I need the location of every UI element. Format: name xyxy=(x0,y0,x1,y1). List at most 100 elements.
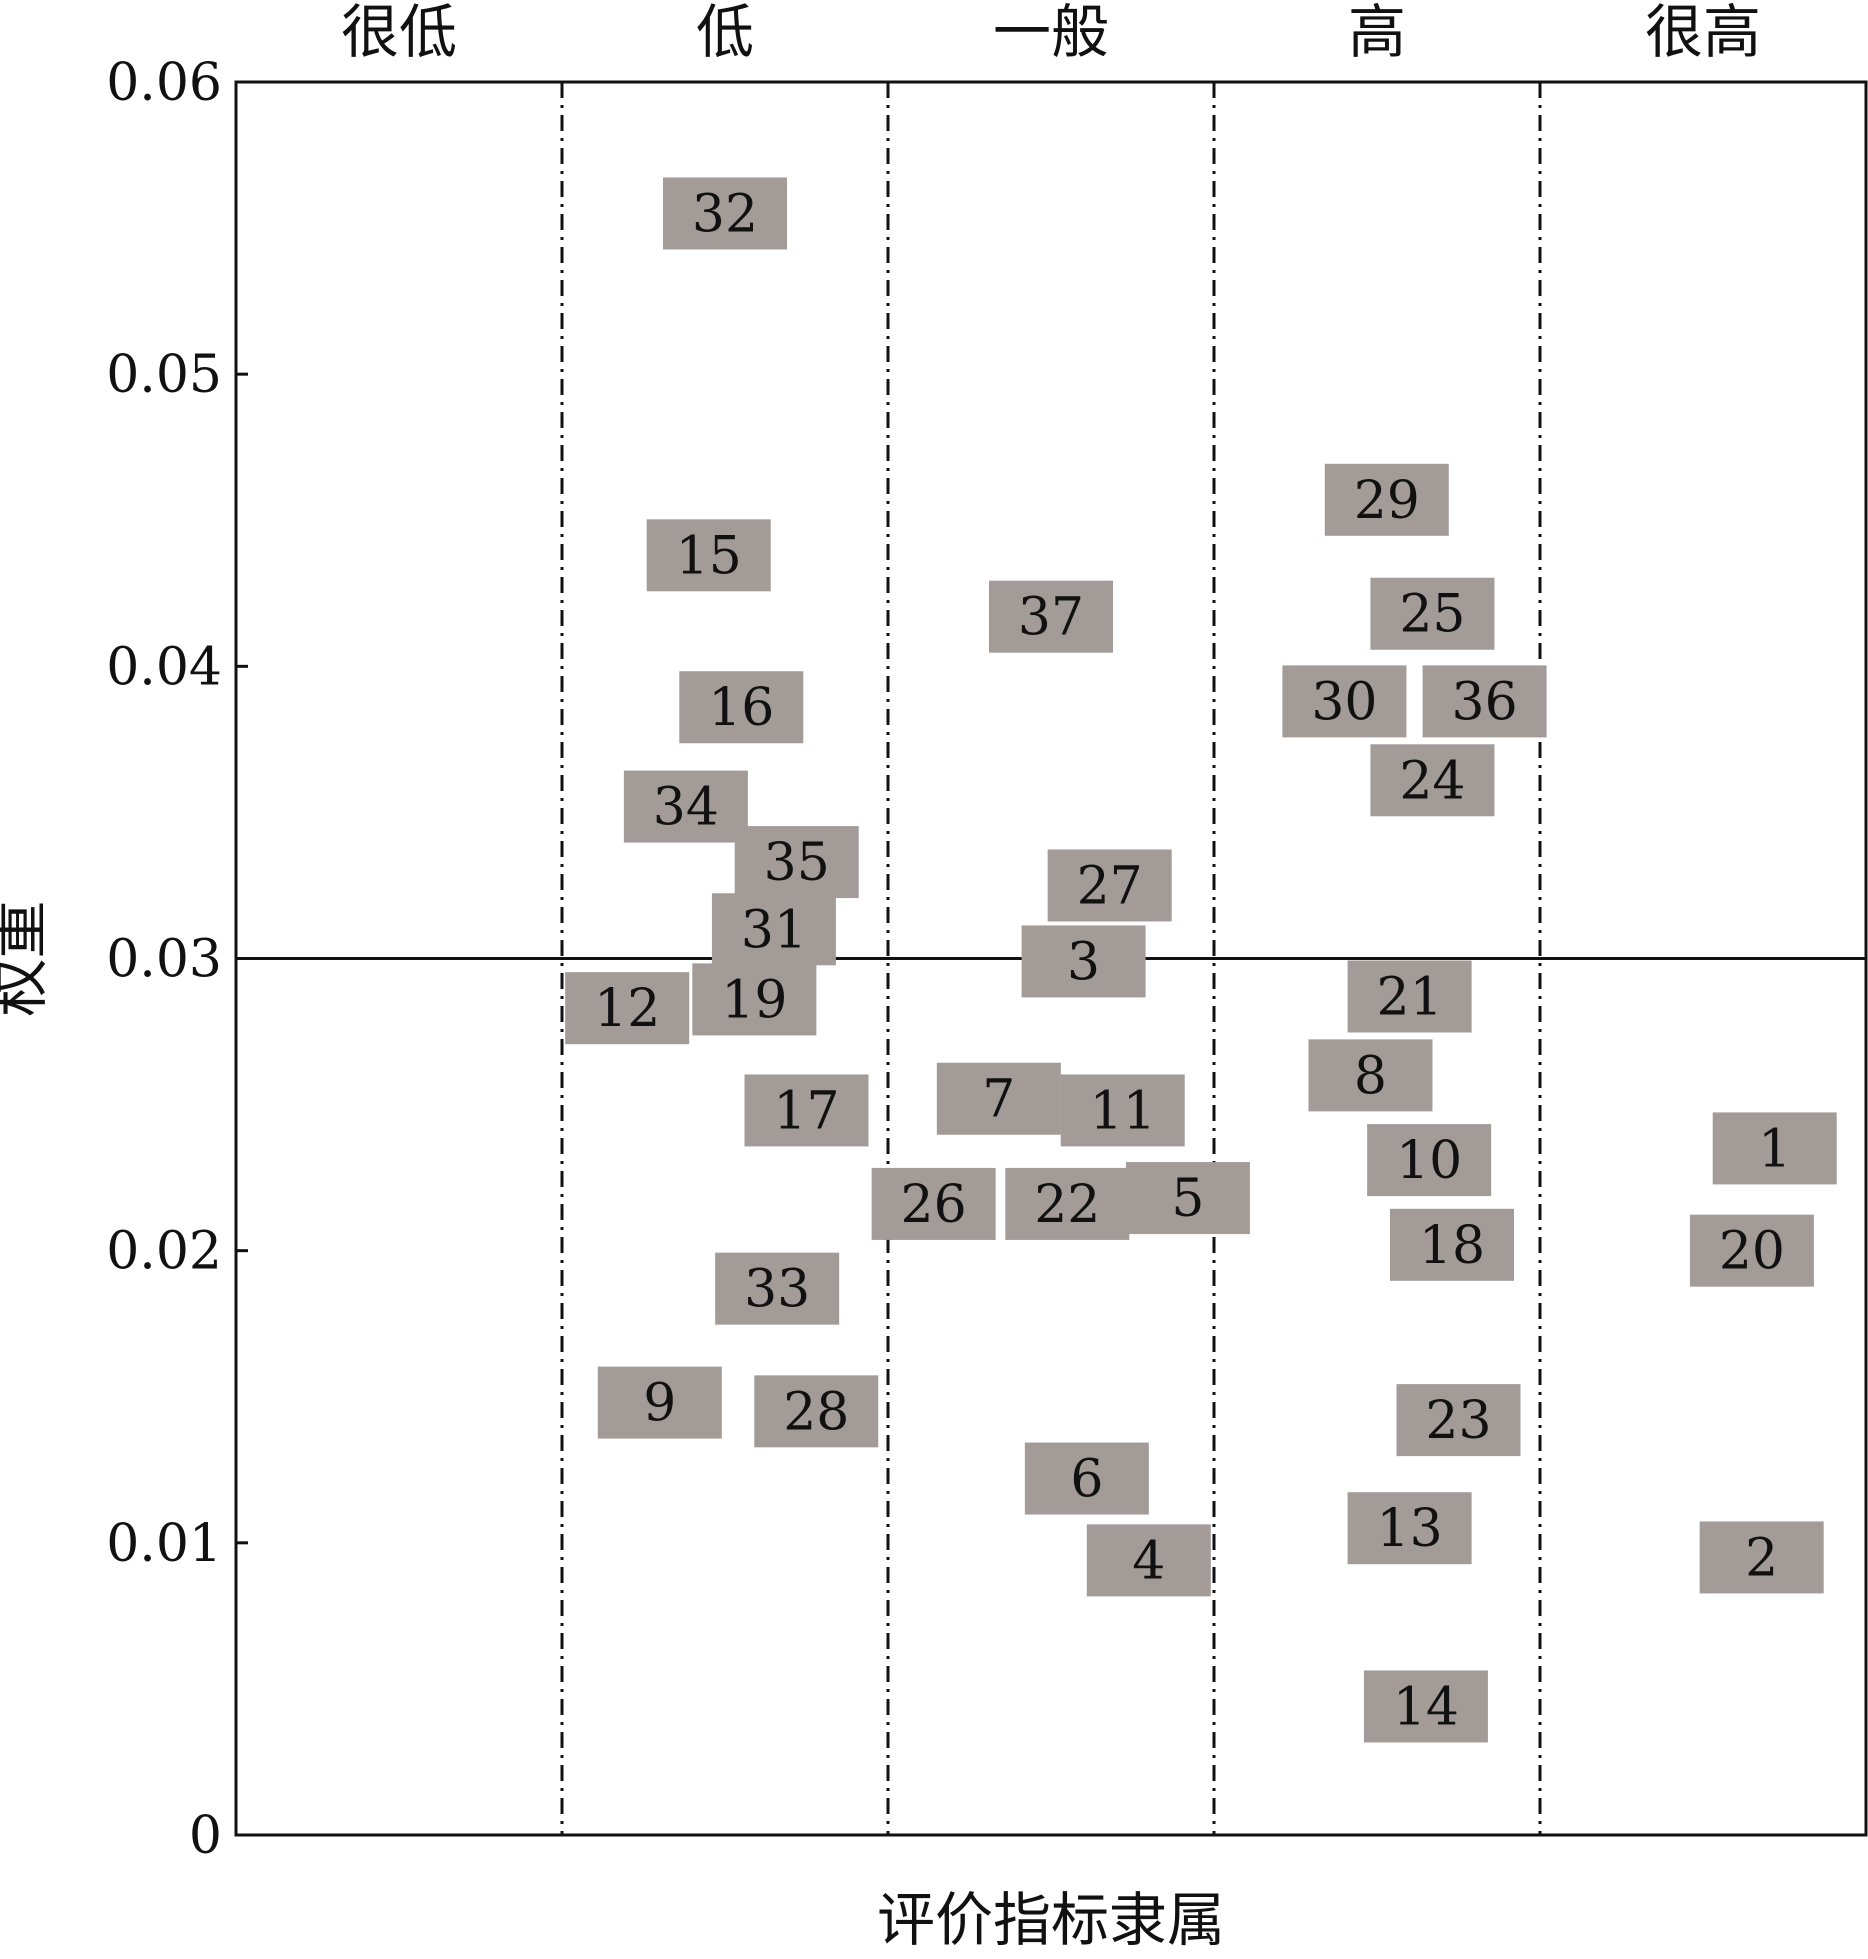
point-label: 17 xyxy=(773,1081,839,1141)
category-dividers xyxy=(560,82,1542,1835)
data-point: 23 xyxy=(1396,1384,1521,1457)
point-marker xyxy=(754,1375,879,1448)
point-marker xyxy=(871,1167,996,1240)
point-label: 27 xyxy=(1077,856,1143,916)
x-category-labels: 很低 低 一般 高 很高 xyxy=(341,0,1761,66)
data-point: 11 xyxy=(1060,1074,1185,1147)
data-point: 33 xyxy=(715,1252,840,1325)
data-point: 21 xyxy=(1347,960,1472,1033)
point-marker xyxy=(1396,1384,1521,1457)
data-point: 10 xyxy=(1367,1124,1492,1197)
point-label: 18 xyxy=(1419,1216,1485,1276)
point-marker xyxy=(663,177,787,250)
point-label: 13 xyxy=(1377,1499,1443,1559)
point-marker xyxy=(1422,665,1547,738)
y-tick-label: 0.04 xyxy=(106,637,222,697)
data-point: 9 xyxy=(597,1366,722,1439)
data-point: 20 xyxy=(1689,1214,1814,1287)
point-label: 8 xyxy=(1354,1046,1387,1106)
data-point: 25 xyxy=(1370,577,1495,650)
y-tick-label: 0.01 xyxy=(106,1514,222,1574)
point-marker xyxy=(1699,1521,1824,1594)
point-label: 36 xyxy=(1451,672,1517,732)
point-label: 26 xyxy=(901,1175,967,1235)
point-marker xyxy=(1060,1074,1185,1147)
point-marker xyxy=(565,972,690,1045)
data-point: 14 xyxy=(1363,1670,1488,1743)
data-point: 31 xyxy=(711,893,836,966)
point-label: 31 xyxy=(741,900,807,960)
point-marker xyxy=(679,671,804,744)
point-label: 15 xyxy=(676,526,742,586)
point-marker xyxy=(1347,960,1472,1033)
point-marker xyxy=(1005,1167,1130,1240)
data-point: 19 xyxy=(692,963,817,1036)
category-label: 一般 xyxy=(993,0,1109,66)
y-tick-label: 0 xyxy=(189,1806,222,1866)
point-label: 21 xyxy=(1377,967,1443,1027)
data-point: 28 xyxy=(754,1375,879,1448)
point-marker xyxy=(711,893,836,966)
point-label: 20 xyxy=(1719,1222,1785,1282)
data-point: 24 xyxy=(1370,744,1495,817)
point-marker xyxy=(1125,1162,1250,1235)
y-tick-label: 0.03 xyxy=(106,930,222,990)
point-label: 5 xyxy=(1171,1169,1204,1229)
point-label: 25 xyxy=(1399,585,1465,645)
point-marker xyxy=(1021,925,1146,998)
data-point: 3 xyxy=(1021,925,1146,998)
point-label: 33 xyxy=(744,1260,810,1320)
point-marker xyxy=(734,826,859,899)
point-label: 22 xyxy=(1034,1175,1100,1235)
point-marker xyxy=(715,1252,840,1325)
point-label: 35 xyxy=(764,833,830,893)
point-marker xyxy=(744,1074,869,1147)
data-point: 4 xyxy=(1086,1524,1211,1597)
point-label: 7 xyxy=(982,1070,1015,1130)
point-marker xyxy=(1370,577,1495,650)
point-marker xyxy=(1689,1214,1814,1287)
data-point: 5 xyxy=(1125,1162,1250,1235)
data-point: 1 xyxy=(1712,1112,1837,1185)
data-point: 22 xyxy=(1005,1167,1130,1240)
point-label: 34 xyxy=(653,778,719,838)
category-label: 很低 xyxy=(341,0,457,66)
point-marker xyxy=(1389,1208,1514,1281)
point-marker xyxy=(1047,849,1172,922)
point-marker xyxy=(1347,1492,1472,1565)
point-label: 29 xyxy=(1354,471,1420,531)
data-point: 16 xyxy=(679,671,804,744)
data-point: 17 xyxy=(744,1074,869,1147)
point-marker xyxy=(1712,1112,1837,1185)
point-label: 11 xyxy=(1090,1081,1156,1141)
y-tick-label: 0.06 xyxy=(106,53,222,113)
x-axis-title: 评价指标隶属 xyxy=(877,1886,1225,1954)
point-marker xyxy=(989,580,1113,653)
y-tick-label: 0.02 xyxy=(106,1222,222,1282)
point-label: 32 xyxy=(692,184,758,244)
data-point: 29 xyxy=(1324,463,1449,536)
data-point: 6 xyxy=(1024,1442,1149,1515)
point-marker xyxy=(646,519,771,592)
data-point: 30 xyxy=(1282,665,1407,738)
data-point: 13 xyxy=(1347,1492,1472,1565)
point-label: 28 xyxy=(783,1382,849,1442)
point-marker xyxy=(623,770,748,843)
category-label: 很高 xyxy=(1645,0,1761,66)
point-marker xyxy=(1367,1124,1492,1197)
point-marker xyxy=(936,1062,1061,1135)
point-marker xyxy=(1363,1670,1488,1743)
point-marker xyxy=(692,963,817,1036)
y-axis-title: 权重 xyxy=(0,900,54,1016)
point-marker xyxy=(597,1366,722,1439)
data-point: 7 xyxy=(936,1062,1061,1135)
point-label: 12 xyxy=(594,979,660,1039)
data-point: 27 xyxy=(1047,849,1172,922)
data-point: 35 xyxy=(734,826,859,899)
point-marker xyxy=(1086,1524,1211,1597)
point-label: 4 xyxy=(1132,1531,1165,1591)
point-label: 30 xyxy=(1311,672,1377,732)
data-point: 36 xyxy=(1422,665,1547,738)
